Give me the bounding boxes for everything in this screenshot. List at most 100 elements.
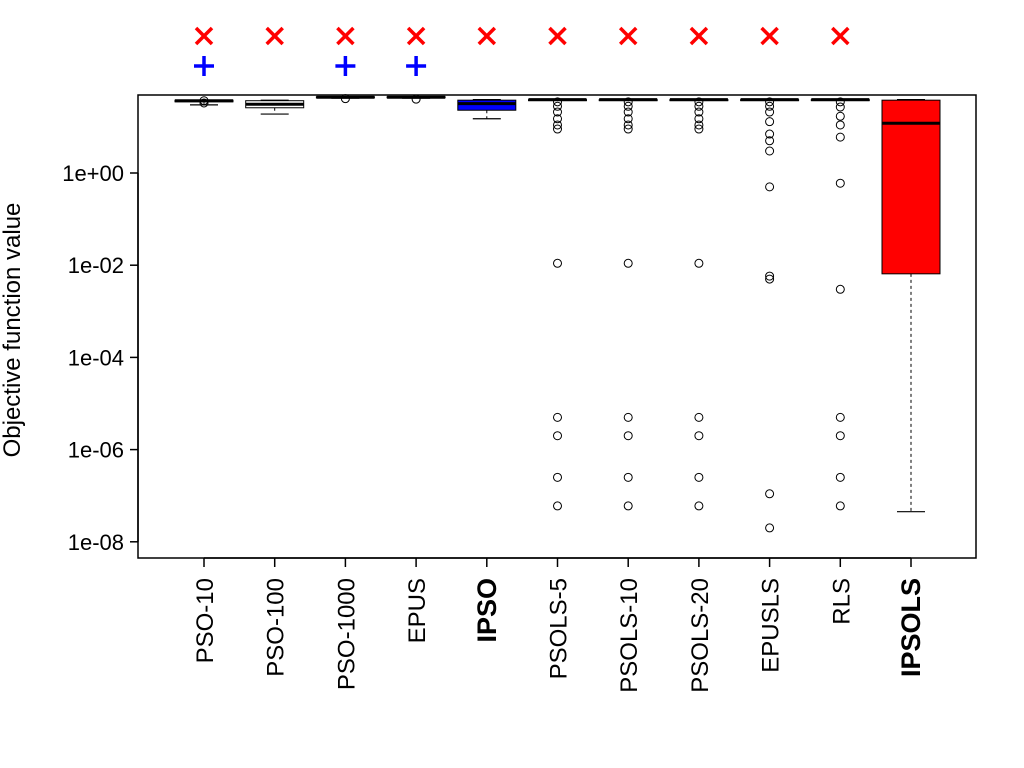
outlier-point [623, 124, 633, 134]
outlier-point [623, 101, 633, 111]
outlier-point [623, 114, 633, 124]
outlier-point [553, 97, 562, 107]
outlier-point [553, 501, 562, 511]
cross-stroke [831, 26, 850, 46]
outlier-point [694, 101, 704, 111]
y-tick-label: 1e-02 [68, 253, 124, 278]
x-tick-label: IPSOLS [896, 578, 926, 677]
outlier-point [694, 124, 704, 134]
x-tick-label: PSOLS-10 [616, 578, 643, 693]
cross-marker [618, 26, 638, 46]
outlier-point [553, 258, 562, 268]
x-tick-label: EPUS [404, 578, 431, 643]
outlier-point [694, 472, 704, 482]
outlier-point [553, 431, 562, 441]
plus-marker [335, 56, 356, 76]
cross-stroke [406, 26, 426, 46]
box-body [457, 99, 517, 111]
outlier-point [765, 274, 775, 284]
outlier-point [623, 472, 633, 482]
box-rls [810, 97, 870, 511]
cross-marker [548, 26, 567, 46]
cross-marker [265, 26, 284, 46]
outlier-point [765, 489, 775, 499]
outlier-point [623, 501, 633, 511]
x-tick-label: PSOLS-20 [687, 578, 714, 693]
outlier-point [835, 472, 845, 482]
cross-marker [760, 26, 779, 46]
box-psols-10 [598, 97, 658, 511]
cross-stroke [477, 26, 497, 46]
x-tick-label: RLS [828, 578, 855, 625]
outlier-point [623, 412, 633, 422]
cross-stroke [194, 26, 214, 46]
outlier-point [623, 107, 633, 117]
y-tick-label: 1e-06 [68, 438, 124, 463]
box-ipso [457, 99, 517, 120]
box-psols-5 [528, 97, 587, 511]
boxes [174, 94, 941, 533]
x-tick-label: IPSO [472, 578, 502, 643]
outlier-point [765, 136, 775, 146]
outlier-point [553, 114, 562, 124]
outlier-point [835, 501, 845, 511]
outlier-point [553, 120, 562, 130]
outlier-point [199, 96, 209, 106]
outlier-point [835, 97, 845, 107]
outlier-point [694, 97, 704, 107]
outlier-point [199, 98, 209, 108]
y-axis-title: Objective function value [0, 203, 26, 458]
cross-marker [194, 26, 214, 46]
outlier-point [553, 107, 562, 117]
x-tick-label: PSO-10 [192, 578, 219, 663]
box-pso-10 [174, 96, 234, 108]
significance-markers [194, 26, 850, 76]
y-tick-label: 1e-08 [68, 530, 124, 555]
cross-stroke [265, 26, 284, 46]
box-epus [386, 94, 446, 104]
outlier-point [765, 146, 775, 156]
y-tick-label: 1e+00 [62, 161, 124, 186]
outlier-point [835, 111, 845, 121]
outlier-point [835, 132, 845, 142]
x-axis: PSO-10 PSO-100 PSO-1000 EPUS IPSO PSOLS-5 PSOL… [192, 557, 926, 693]
outlier-point [694, 120, 704, 130]
outlier-point [623, 120, 633, 130]
cross-stroke [548, 26, 567, 46]
x-tick-label: PSOLS-5 [546, 578, 573, 679]
plot-frame [137, 94, 977, 559]
outlier-point [835, 102, 845, 112]
cross-marker [831, 26, 850, 46]
box-epusls [740, 97, 800, 533]
outlier-point [835, 120, 845, 130]
outlier-point [835, 178, 845, 188]
cross-marker [689, 26, 709, 46]
outlier-point [765, 271, 775, 281]
box-psols-20 [669, 97, 729, 511]
box-body [881, 99, 941, 275]
plus-marker [194, 56, 214, 76]
cross-stroke [336, 26, 355, 46]
outlier-point [765, 97, 775, 107]
outlier-point [553, 101, 562, 111]
cross-stroke [689, 26, 709, 46]
outlier-point [553, 124, 562, 134]
outlier-point [553, 472, 562, 482]
outlier-point [623, 97, 633, 107]
outlier-point [835, 412, 845, 422]
box-pso-1000 [315, 94, 375, 104]
x-tick-label: PSO-100 [263, 578, 290, 677]
outlier-point [765, 107, 775, 117]
cross-marker [406, 26, 426, 46]
outlier-point [835, 431, 845, 441]
cross-stroke [760, 26, 779, 46]
outlier-point [623, 431, 633, 441]
outlier-point [694, 107, 704, 117]
outlier-point [694, 412, 704, 422]
cross-marker [336, 26, 355, 46]
y-tick-label: 1e-04 [68, 345, 124, 370]
box-ipsols [881, 99, 941, 513]
plus-marker [406, 56, 427, 76]
outlier-point [765, 523, 775, 533]
